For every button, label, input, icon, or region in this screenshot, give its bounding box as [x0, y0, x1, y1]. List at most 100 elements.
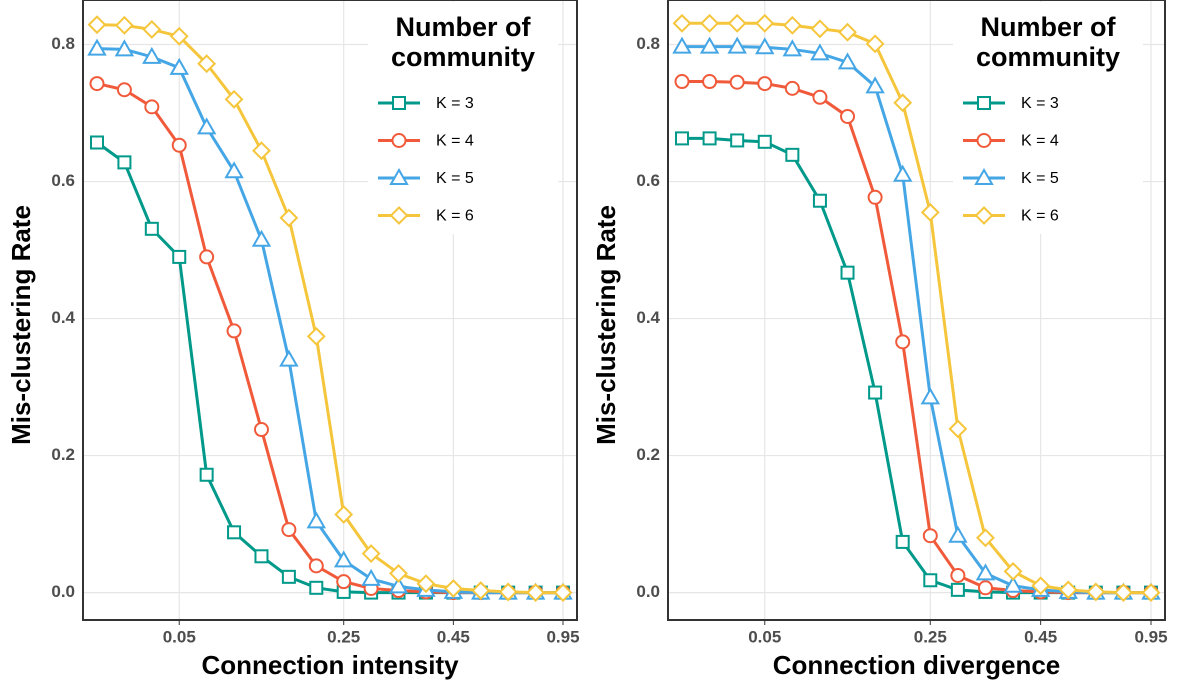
marker	[757, 76, 773, 92]
legend-marker	[976, 133, 992, 148]
marker	[672, 13, 692, 33]
legend-marker	[974, 167, 994, 185]
series	[87, 15, 573, 603]
marker	[757, 134, 772, 149]
marker	[116, 82, 132, 98]
x-tick-label: 0.25	[327, 627, 360, 646]
legend-label: K = 6	[1021, 208, 1059, 225]
marker	[1141, 583, 1161, 603]
marker	[702, 74, 718, 90]
marker	[838, 22, 857, 42]
marker	[977, 580, 993, 596]
marker	[114, 15, 134, 35]
y-tick-label: 0.2	[51, 445, 75, 464]
marker	[1086, 582, 1106, 602]
marker	[950, 567, 966, 583]
x-tick-label: 0.95	[1134, 627, 1167, 646]
legend-marker	[389, 167, 409, 185]
legend-title-box: Number of community	[975, 12, 1121, 72]
y-tick-label: 0.6	[51, 171, 75, 190]
marker	[309, 580, 324, 595]
marker	[254, 549, 269, 564]
marker	[755, 37, 775, 55]
marker	[810, 19, 830, 39]
marker	[87, 38, 107, 56]
marker	[812, 193, 827, 208]
marker	[837, 52, 858, 70]
y-axis-title: Mis-clustering Rate	[6, 205, 36, 445]
marker	[895, 534, 910, 549]
marker	[727, 13, 747, 33]
marker	[893, 93, 913, 113]
marker	[498, 582, 518, 602]
marker	[1003, 561, 1023, 581]
marker	[840, 265, 855, 280]
marker	[923, 573, 938, 588]
marker	[702, 131, 717, 146]
marker	[253, 422, 269, 438]
marker	[197, 54, 217, 74]
y-tick-label: 0.8	[636, 34, 660, 53]
marker	[252, 141, 271, 161]
marker	[281, 522, 297, 538]
legend-label: K = 6	[436, 208, 474, 225]
marker	[251, 229, 272, 247]
marker	[388, 576, 409, 594]
legend-marker	[392, 96, 406, 110]
marker	[782, 39, 803, 57]
x-tick-label: 0.25	[914, 627, 947, 646]
marker	[226, 323, 242, 339]
marker	[114, 39, 135, 57]
marker	[142, 46, 162, 64]
marker	[865, 76, 885, 94]
marker	[471, 581, 491, 600]
y-tick-label: 0.6	[636, 171, 660, 190]
y-tick-label: 0.0	[636, 582, 660, 601]
marker	[389, 564, 408, 583]
y-axis-title: Mis-clustering Rate	[591, 205, 621, 445]
legend-label: K = 4	[1021, 133, 1059, 150]
marker	[865, 34, 885, 54]
marker	[117, 155, 132, 170]
marker	[279, 349, 299, 367]
marker	[443, 579, 463, 598]
marker	[526, 583, 546, 603]
marker	[306, 326, 326, 346]
marker	[699, 36, 720, 54]
marker	[224, 89, 244, 109]
legend-title: Number of community	[975, 12, 1121, 72]
marker	[361, 544, 381, 563]
marker	[144, 99, 160, 115]
legend-title: Number of community	[390, 12, 536, 72]
marker	[361, 568, 381, 586]
legend-label: K = 5	[1021, 170, 1059, 187]
marker	[729, 74, 745, 90]
legend-marker	[389, 206, 409, 225]
marker	[336, 574, 352, 590]
legend-label: K = 5	[436, 170, 474, 187]
x-tick-label: 0.45	[1024, 627, 1057, 646]
marker	[976, 528, 995, 548]
marker	[810, 43, 830, 61]
legend-label: K = 4	[436, 133, 474, 150]
marker	[89, 76, 105, 92]
marker	[948, 525, 968, 543]
legend-background	[368, 2, 558, 234]
marker	[196, 117, 217, 135]
marker	[1031, 576, 1051, 596]
marker	[785, 147, 800, 162]
marker	[308, 558, 324, 574]
marker	[922, 528, 938, 544]
marker	[782, 15, 802, 35]
marker	[90, 135, 104, 150]
marker	[868, 385, 883, 400]
marker	[948, 419, 968, 439]
x-tick-label: 0.05	[163, 627, 196, 646]
marker	[674, 74, 690, 90]
marker	[224, 161, 244, 179]
marker	[920, 387, 941, 405]
x-axis-title: Connection intensity	[201, 650, 459, 680]
marker	[700, 13, 720, 33]
y-tick-label: 0.2	[636, 445, 660, 464]
